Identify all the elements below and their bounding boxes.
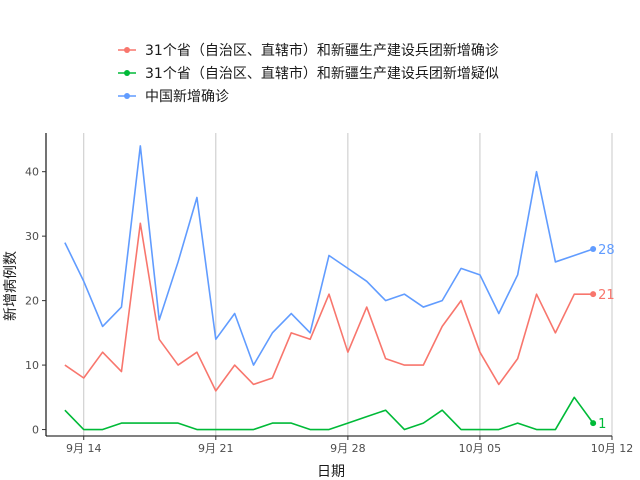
legend-label: 31个省（自治区、直辖市）和新疆生产建设兵团新增疑似: [145, 65, 499, 82]
grid: [83, 133, 613, 436]
y-tick-label: 20: [25, 295, 39, 308]
legend-item: 31个省（自治区、直辖市）和新疆生产建设兵团新增疑似: [118, 65, 499, 82]
x-tick-label: 9月 21: [198, 442, 234, 455]
legend-item: 31个省（自治区、直辖市）和新疆生产建设兵团新增确诊: [118, 42, 499, 59]
legend-label: 31个省（自治区、直辖市）和新疆生产建设兵团新增确诊: [145, 42, 499, 59]
end-labels: 21 1 28: [590, 243, 615, 432]
x-tick-label: 10月 12: [591, 442, 634, 455]
legend-item: 中国新增确诊: [118, 89, 229, 105]
series-end-label: 28: [598, 243, 615, 258]
legend: 31个省（自治区、直辖市）和新疆生产建设兵团新增确诊 31个省（自治区、直辖市）和…: [118, 42, 499, 105]
y-ticks: 0 10 20 30 40: [25, 166, 46, 437]
series-line: [64, 222, 594, 392]
series-end-point: [590, 246, 597, 253]
series-end-point: [590, 420, 597, 427]
axes: [45, 133, 612, 437]
y-tick-label: 0: [32, 424, 39, 437]
x-tick-label: 9月 14: [66, 442, 102, 455]
x-tick-label: 9月 28: [330, 442, 366, 455]
x-axis-title: 日期: [317, 464, 345, 480]
series-end-label: 1: [598, 417, 606, 432]
x-tick-label: 10月 05: [459, 442, 502, 455]
y-axis-title: 新增病例数: [3, 251, 19, 321]
series-line: [64, 145, 594, 366]
series-end-point: [590, 291, 597, 298]
legend-point-key: [124, 47, 130, 53]
legend-point-key: [124, 70, 130, 76]
series-end-label: 21: [598, 288, 615, 303]
y-tick-label: 40: [25, 166, 39, 179]
y-tick-label: 30: [25, 230, 39, 243]
series-line: [64, 396, 594, 431]
y-tick-label: 10: [25, 359, 39, 372]
series-lines: [64, 145, 594, 431]
legend-point-key: [124, 93, 130, 99]
legend-label: 中国新增确诊: [145, 89, 229, 105]
x-ticks: 9月 14 9月 21 9月 28 10月 05 10月 12: [66, 436, 633, 455]
